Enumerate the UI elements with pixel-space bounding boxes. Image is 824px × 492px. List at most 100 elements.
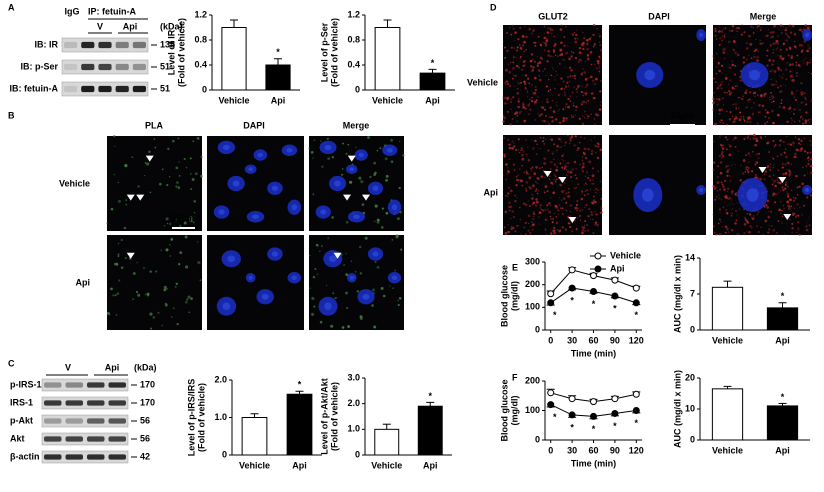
glut2-speck — [754, 143, 757, 147]
glut2-speck — [583, 69, 585, 71]
glut2-speck — [562, 58, 565, 62]
pla-dot — [193, 200, 196, 203]
glut2-speck — [535, 99, 538, 102]
y-axis-title: Level of IR — [166, 29, 176, 75]
glut2-speck — [525, 170, 528, 173]
glut2-speck — [551, 95, 553, 97]
glut2-speck — [793, 96, 796, 99]
glut2-speck — [721, 144, 724, 147]
glut2-speck — [586, 42, 589, 46]
glut2-speck — [551, 30, 553, 32]
glut2-speck — [527, 159, 531, 162]
x-tick-label: Api — [425, 95, 440, 105]
glut2-speck — [718, 194, 720, 196]
glut2-speck — [748, 34, 751, 38]
glut2-speck — [578, 117, 581, 120]
glut2-speck — [738, 208, 741, 210]
pla-dot — [175, 220, 177, 222]
glut2-speck — [764, 220, 767, 223]
glut2-speck — [807, 71, 809, 73]
pla-dot — [163, 285, 167, 289]
glut2-speck — [561, 199, 563, 201]
glut2-speck — [771, 83, 774, 86]
glut2-speck — [795, 74, 798, 77]
pla-dot — [332, 292, 335, 295]
glut2-speck — [797, 226, 800, 228]
glut2-speck — [779, 139, 782, 142]
glut2-speck — [731, 63, 735, 67]
glut2-speck — [512, 74, 514, 76]
glut2-speck — [777, 169, 779, 171]
pla-dot — [310, 151, 314, 154]
glut2-speck — [741, 172, 745, 175]
glut2-speck — [721, 35, 724, 38]
glut2-speck — [759, 43, 761, 45]
glut2-speck — [599, 44, 601, 46]
glut2-speck — [757, 111, 760, 114]
glut2-speck — [581, 170, 585, 173]
glut2-speck — [718, 197, 721, 200]
y-axis-title: (Fold of vehicle) — [176, 18, 186, 87]
glut2-speck — [734, 146, 737, 148]
pla-dot — [316, 243, 318, 246]
glut2-speck — [577, 106, 579, 108]
glut2-speck — [715, 72, 718, 75]
glut2-speck — [727, 187, 730, 190]
glut2-speck — [747, 99, 749, 101]
glut2-speck — [553, 178, 555, 180]
glut2-speck — [803, 174, 806, 177]
kda-label: 170 — [140, 397, 155, 407]
glut2-speck — [742, 115, 745, 118]
glut2-speck — [544, 229, 547, 231]
glut2-speck — [533, 76, 537, 80]
y-tick-label: 3.0 — [347, 372, 360, 382]
pla-dot — [165, 217, 169, 221]
significance-mark: * — [781, 291, 785, 301]
y-axis-title: Level of p-IRS/IRS — [186, 379, 196, 457]
glut2-speck — [594, 136, 596, 138]
glut2-speck — [568, 66, 572, 69]
pla-dot — [319, 320, 323, 324]
pla-dot — [320, 140, 322, 142]
pla-dot — [175, 185, 178, 188]
glut2-speck — [521, 164, 523, 167]
glut2-speck — [544, 176, 546, 179]
glut2-speck — [507, 170, 510, 173]
glut2-speck — [808, 61, 811, 64]
glut2-speck — [784, 28, 788, 32]
glut2-speck — [520, 82, 523, 85]
glut2-speck — [752, 133, 756, 137]
glut2-speck — [782, 25, 785, 28]
glut2-speck — [537, 189, 539, 191]
glut2-speck — [536, 182, 539, 185]
glut2-speck — [785, 155, 788, 159]
glut2-speck — [583, 92, 585, 94]
glut2-speck — [770, 210, 772, 213]
pla-dot — [358, 176, 362, 180]
glut2-speck — [504, 46, 506, 49]
glut2-speck — [806, 26, 810, 30]
glut2-speck — [721, 154, 725, 158]
glut2-speck — [540, 208, 543, 211]
glut2-speck — [505, 68, 508, 72]
column-label: GLUT2 — [538, 11, 568, 21]
pla-dot — [135, 290, 139, 294]
glut2-speck — [507, 63, 510, 65]
glut2-speck — [730, 29, 734, 33]
glut2-speck — [781, 215, 784, 218]
glut2-speck — [547, 149, 550, 152]
glut2-speck — [748, 231, 751, 234]
glut2-speck — [731, 25, 735, 28]
glut2-speck — [553, 49, 556, 52]
glut2-speck — [786, 192, 790, 196]
glut2-speck — [516, 92, 519, 95]
glut2-speck — [805, 98, 807, 100]
glut2-speck — [520, 233, 522, 235]
y-axis-title: Level of p-Ser — [319, 22, 329, 82]
glut2-speck — [551, 67, 553, 69]
pla-dot — [189, 173, 192, 175]
significance-mark: * — [592, 424, 596, 434]
glut2-speck — [590, 37, 592, 39]
glut2-speck — [534, 189, 537, 193]
glut2-speck — [803, 96, 806, 99]
